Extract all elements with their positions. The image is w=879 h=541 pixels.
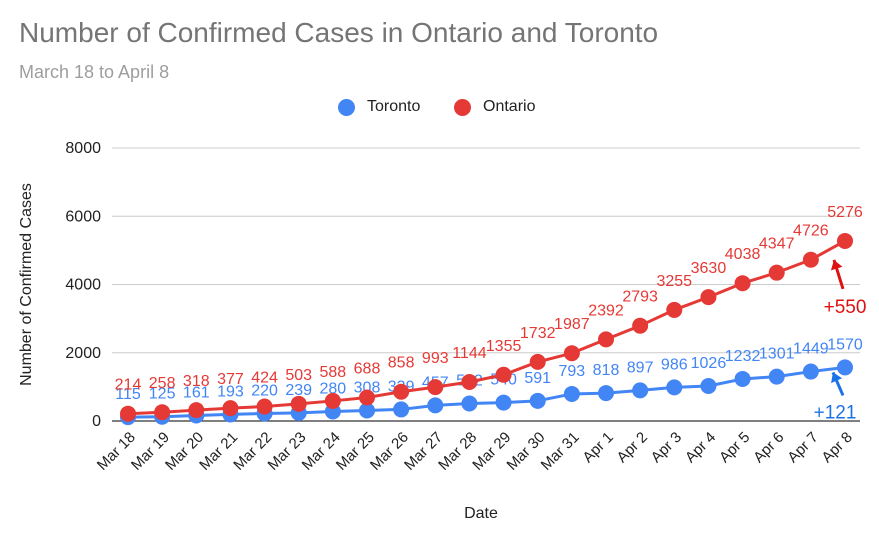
data-label-ontario: 503 xyxy=(285,367,312,384)
data-label-ontario: 858 xyxy=(388,355,415,372)
data-label-toronto: 793 xyxy=(559,363,586,380)
x-tick-label: Mar 31 xyxy=(538,429,583,474)
data-label-ontario: 258 xyxy=(149,375,176,392)
data-point-ontario xyxy=(154,404,170,420)
data-point-ontario xyxy=(427,379,443,395)
data-label-ontario: 4347 xyxy=(759,236,795,253)
data-point-ontario xyxy=(222,400,238,416)
y-axis-title: Number of Confirmed Cases xyxy=(18,183,35,386)
data-label-ontario: 1355 xyxy=(486,338,522,355)
data-point-toronto xyxy=(735,371,751,387)
data-point-ontario xyxy=(257,399,273,415)
x-tick-label: Apr 1 xyxy=(579,429,616,466)
data-point-ontario xyxy=(393,384,409,400)
data-point-toronto xyxy=(564,386,580,402)
x-axis-title: Date xyxy=(464,505,498,522)
data-point-ontario xyxy=(803,252,819,268)
data-point-ontario xyxy=(291,396,307,412)
data-point-toronto xyxy=(769,369,785,385)
data-label-ontario: 424 xyxy=(251,370,278,387)
x-tick-label: Apr 8 xyxy=(818,429,855,466)
data-label-ontario: 1732 xyxy=(520,325,556,342)
data-label-toronto: 1449 xyxy=(793,341,829,358)
data-label-ontario: 688 xyxy=(354,361,381,378)
data-label-ontario: 4726 xyxy=(793,223,829,240)
annotation-toronto: +121 xyxy=(814,402,857,423)
data-label-toronto: 591 xyxy=(524,370,551,387)
data-point-ontario xyxy=(598,331,614,347)
data-point-ontario xyxy=(700,289,716,305)
data-label-ontario: 993 xyxy=(422,350,449,367)
data-point-toronto xyxy=(427,397,443,413)
data-point-toronto xyxy=(632,382,648,398)
data-label-ontario: 3255 xyxy=(656,273,692,290)
data-label-toronto: 1026 xyxy=(691,355,727,372)
data-point-ontario xyxy=(735,275,751,291)
data-point-toronto xyxy=(496,395,512,411)
data-label-ontario: 2793 xyxy=(622,289,658,306)
data-point-toronto xyxy=(461,396,477,412)
y-tick-label: 2000 xyxy=(65,345,101,362)
data-label-ontario: 1987 xyxy=(554,316,590,333)
data-point-ontario xyxy=(188,402,204,418)
data-label-toronto: 897 xyxy=(627,359,654,376)
data-point-ontario xyxy=(359,390,375,406)
data-label-toronto: 986 xyxy=(661,356,688,373)
data-point-ontario xyxy=(564,345,580,361)
data-point-ontario xyxy=(769,265,785,281)
data-label-ontario: 318 xyxy=(183,373,210,390)
x-tick-label: Apr 6 xyxy=(750,429,787,466)
data-label-ontario: 3630 xyxy=(691,260,727,277)
y-tick-label: 8000 xyxy=(65,140,101,157)
data-point-toronto xyxy=(700,378,716,394)
data-point-ontario xyxy=(666,302,682,318)
data-point-toronto xyxy=(530,393,546,409)
x-tick-label: Apr 4 xyxy=(682,429,719,466)
data-point-toronto xyxy=(393,401,409,417)
annotation-ontario: +550 xyxy=(824,297,867,318)
data-label-toronto: 1301 xyxy=(759,346,795,363)
data-point-ontario xyxy=(837,233,853,249)
y-tick-label: 0 xyxy=(92,413,101,430)
data-label-ontario: 4038 xyxy=(725,246,761,263)
data-point-ontario xyxy=(461,374,477,390)
y-tick-label: 6000 xyxy=(65,208,101,225)
x-tick-label: Apr 2 xyxy=(614,429,651,466)
x-tick-label: Apr 5 xyxy=(716,429,753,466)
data-point-ontario xyxy=(632,318,648,334)
data-point-toronto xyxy=(837,359,853,375)
data-point-toronto xyxy=(666,379,682,395)
data-point-ontario xyxy=(120,406,136,422)
y-tick-label: 4000 xyxy=(65,277,101,294)
data-label-ontario: 377 xyxy=(217,371,244,388)
data-label-ontario: 214 xyxy=(115,377,142,394)
data-label-ontario: 588 xyxy=(320,364,347,381)
data-label-ontario: 5276 xyxy=(827,204,863,221)
data-point-toronto xyxy=(598,385,614,401)
data-point-toronto xyxy=(803,364,819,380)
data-point-ontario xyxy=(325,393,341,409)
data-label-toronto: 1232 xyxy=(725,348,761,365)
data-point-ontario xyxy=(496,367,512,383)
data-point-ontario xyxy=(530,354,546,370)
chart-plot-area: 0 2000 4000 6000 8000 Number of Confirmed Cas… xyxy=(0,0,879,541)
data-label-toronto: 818 xyxy=(593,362,620,379)
data-label-ontario: 1144 xyxy=(452,345,487,362)
x-tick-label: Apr 7 xyxy=(784,429,821,466)
x-tick-label: Apr 3 xyxy=(648,429,685,466)
data-label-ontario: 2392 xyxy=(588,302,624,319)
data-label-toronto: 1570 xyxy=(827,336,863,353)
